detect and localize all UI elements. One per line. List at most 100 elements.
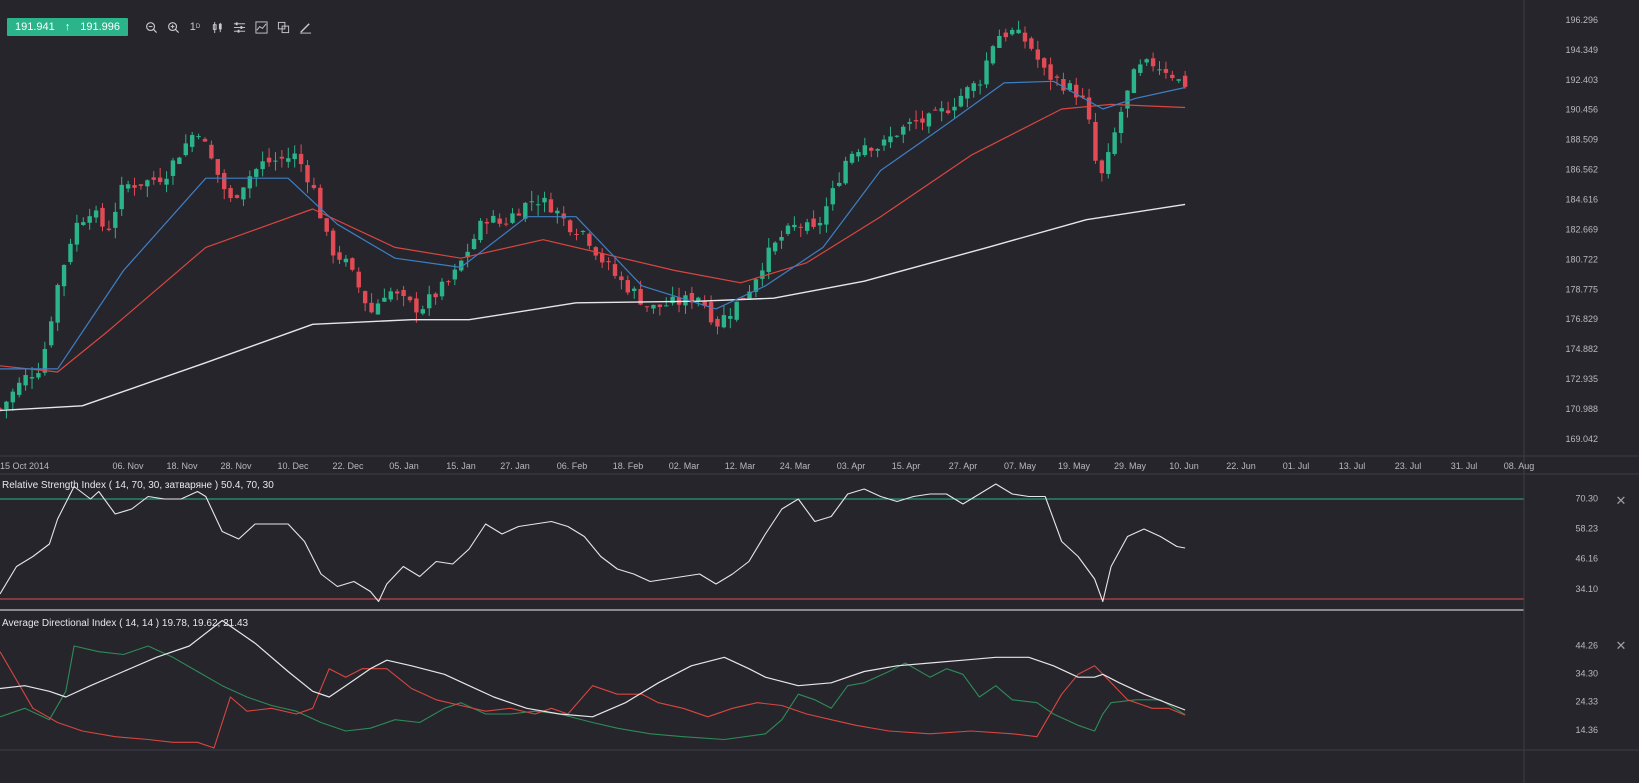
candle-body: [529, 201, 534, 203]
candle-body: [593, 247, 598, 256]
compare-icon[interactable]: [272, 18, 294, 36]
date-tick-label: 22. Dec: [332, 461, 364, 471]
candle-body: [1099, 160, 1105, 174]
candle-body: [837, 182, 842, 186]
draw-icon[interactable]: [294, 18, 316, 36]
date-tick-label: 08. Aug: [1504, 461, 1535, 471]
price-tick-label: 172.935: [1565, 374, 1598, 384]
zoom-in-icon[interactable]: [162, 18, 184, 36]
bid-price: 191.941: [15, 21, 55, 33]
candle-body: [222, 172, 227, 190]
candle-body: [10, 391, 16, 403]
rsi-tick-label: 58.23: [1575, 523, 1598, 533]
candle-body: [234, 195, 240, 198]
rsi-close-icon[interactable]: ✕: [1615, 493, 1627, 508]
candle-body: [49, 321, 54, 346]
candle-body: [862, 145, 868, 156]
candle-body: [266, 157, 272, 163]
candle-body: [580, 231, 586, 233]
candle-body: [100, 207, 105, 227]
candle-body: [55, 285, 60, 323]
date-tick-label: 27. Apr: [949, 461, 978, 471]
candle-body: [1074, 84, 1079, 98]
candle-body: [728, 316, 733, 319]
price-badge[interactable]: 191.941 ↑ 191.996: [7, 18, 129, 36]
candle-body: [945, 110, 951, 114]
candle-body: [491, 215, 496, 223]
candle-body: [1131, 69, 1137, 94]
candle-body: [196, 136, 201, 138]
adx-di-minus-line: [0, 651, 1186, 749]
rsi-tick-label: 70.30: [1575, 493, 1598, 503]
candle-body: [657, 304, 663, 308]
candle-body: [798, 226, 803, 228]
candle-body: [394, 291, 400, 294]
candle-body: [388, 291, 393, 300]
candle-body: [1093, 121, 1098, 161]
candle-body: [933, 109, 938, 111]
candles-icon[interactable]: [206, 18, 228, 36]
candle-body: [811, 218, 816, 227]
rsi-panel[interactable]: Relative Strength Index ( 14, 70, 30, за…: [0, 480, 1524, 603]
candle-body: [273, 160, 278, 162]
zoom-out-icon[interactable]: [140, 18, 162, 36]
candle-body: [920, 118, 925, 123]
candle-body: [382, 297, 387, 302]
adx-close-icon[interactable]: ✕: [1615, 638, 1627, 653]
candle-body: [817, 222, 823, 226]
candle-body: [228, 188, 233, 199]
adx-panel[interactable]: Average Directional Index ( 14, 14 ) 19.…: [0, 618, 1186, 749]
date-tick-label: 18. Nov: [166, 461, 198, 471]
candle-body: [1176, 79, 1181, 81]
candle-body: [81, 222, 86, 225]
candle-body: [164, 178, 169, 185]
adx-tick-label: 44.26: [1575, 640, 1598, 650]
chart-type-icon[interactable]: [250, 18, 272, 36]
candle-body: [330, 230, 336, 256]
candle-body: [1042, 58, 1047, 68]
date-tick-label: 24. Mar: [780, 461, 811, 471]
date-tick-label: 06. Nov: [112, 461, 144, 471]
candle-body: [337, 252, 342, 260]
candle-body: [497, 218, 502, 224]
price-panel[interactable]: [0, 20, 1188, 419]
candle-body: [247, 176, 253, 189]
candle-body: [478, 220, 483, 241]
candle-body: [606, 261, 611, 263]
date-tick-label: 23. Jul: [1395, 461, 1422, 471]
candle-body: [439, 281, 445, 297]
timeframe-value: 1: [189, 21, 196, 33]
candle-body: [651, 304, 656, 309]
rsi-tick-label: 46.16: [1575, 554, 1598, 564]
candle-body: [401, 290, 406, 297]
price-tick-label: 184.616: [1565, 195, 1598, 205]
candle-body: [68, 243, 73, 263]
candle-body: [779, 236, 784, 241]
candle-body: [350, 258, 355, 270]
candle-body: [632, 288, 637, 291]
candle-body: [113, 211, 118, 228]
candle-body: [1009, 29, 1015, 35]
candle-body: [93, 210, 99, 218]
candle-body: [587, 233, 592, 246]
timeframe-unit: D: [195, 24, 201, 30]
candle-body: [362, 291, 368, 304]
candle-body: [23, 375, 28, 386]
candle-body: [202, 138, 208, 142]
date-tick-label: 02. Mar: [669, 461, 700, 471]
candle-body: [209, 144, 214, 159]
date-tick-label: 15. Jan: [446, 461, 476, 471]
candle-body: [670, 296, 675, 304]
indicators-icon[interactable]: [228, 18, 250, 36]
price-tick-label: 190.456: [1565, 105, 1598, 115]
candle-body: [747, 291, 752, 299]
candle-body: [708, 302, 714, 323]
date-tick-label: 22. Jun: [1226, 461, 1256, 471]
candle-body: [1144, 59, 1149, 63]
candle-body: [869, 147, 874, 151]
candle-body: [157, 177, 163, 182]
candle-body: [0, 408, 3, 410]
